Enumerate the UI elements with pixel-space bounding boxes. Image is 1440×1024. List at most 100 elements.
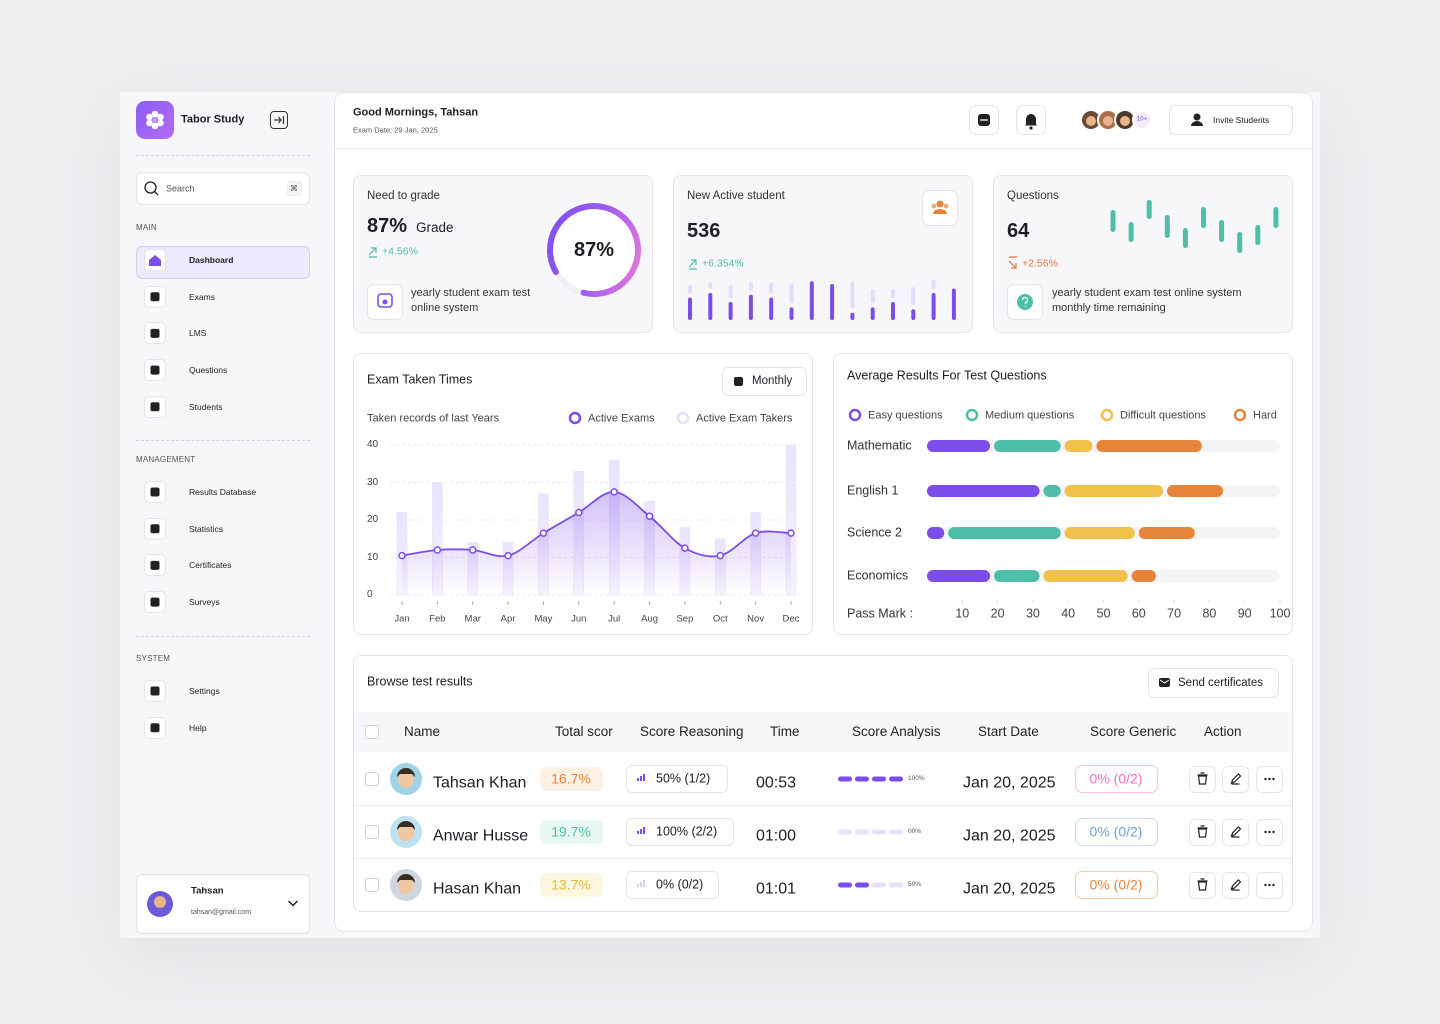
- nav-item[interactable]: Certificates: [189, 560, 232, 571]
- column-header: Start Date: [978, 723, 1039, 739]
- x-tick-label: 30: [1025, 606, 1040, 621]
- storage-button[interactable]: [969, 105, 999, 135]
- nav-item[interactable]: Dashboard: [189, 254, 234, 265]
- x-tick-label: 80: [1202, 606, 1217, 621]
- student-name: Tahsan Khan: [433, 774, 527, 792]
- more-button[interactable]: [1256, 819, 1283, 846]
- nav-icon-box: [144, 359, 166, 382]
- checkbox[interactable]: [365, 878, 379, 892]
- delete-button[interactable]: [1189, 766, 1216, 793]
- x-tick-label: Nov: [747, 613, 765, 625]
- nav-item[interactable]: Settings: [189, 685, 220, 696]
- more-avatars: 10+: [1136, 116, 1148, 123]
- checkbox[interactable]: [365, 725, 379, 739]
- x-tick-label: Dec: [782, 613, 800, 625]
- card-unit: Grade: [416, 219, 454, 235]
- divider: [136, 636, 310, 637]
- card-change: +6.354%: [702, 257, 744, 270]
- start-date: Jan 20, 2025: [963, 827, 1056, 845]
- table-header: [354, 712, 1292, 752]
- analysis-label: 100%: [908, 775, 925, 783]
- nav-icon-box: [144, 591, 166, 614]
- search-box[interactable]: [136, 172, 310, 205]
- more-button[interactable]: [1256, 872, 1283, 899]
- delete-button[interactable]: [1189, 819, 1216, 846]
- legend-label: Active Exams: [588, 412, 655, 425]
- user-email: tahsan@gmail.com: [191, 908, 252, 916]
- nav-icon-box: [144, 716, 166, 739]
- score-reasoning: 0% (0/2): [656, 877, 704, 892]
- nav-item[interactable]: Statistics: [189, 523, 224, 534]
- student-name: Anwar Husse: [433, 827, 529, 845]
- card-note: yearly student exam test online system m…: [1052, 287, 1242, 314]
- row-label: Economics: [847, 568, 909, 583]
- nav-icon-box: [144, 249, 166, 271]
- column-header: Time: [770, 723, 800, 739]
- user-card[interactable]: [136, 874, 310, 934]
- analysis-label: 50%: [908, 881, 922, 889]
- nav-item[interactable]: Results Database: [189, 486, 257, 497]
- send-label: Send certificates: [1178, 677, 1264, 690]
- x-tick-label: Oct: [712, 613, 728, 625]
- score-generic: 0% (0/2): [1089, 876, 1143, 893]
- delete-button[interactable]: [1189, 872, 1216, 899]
- exam-date: Exam Date: 29 Jan, 2025: [353, 125, 438, 135]
- total-score: 19.7%: [551, 823, 591, 840]
- nav-item[interactable]: Help: [189, 722, 207, 733]
- nav-item[interactable]: Students: [189, 401, 223, 412]
- invite-label: Invite Students: [1213, 114, 1270, 125]
- nav-icon-box: [144, 322, 166, 345]
- notification-button[interactable]: [1016, 105, 1046, 135]
- score-reasoning: 100% (2/2): [656, 824, 718, 839]
- nav-item[interactable]: LMS: [189, 328, 207, 339]
- x-tick-label: 10: [955, 606, 970, 621]
- shortcut-label: ⌘: [290, 184, 298, 194]
- card-change: +4.56%: [382, 245, 418, 258]
- y-tick-label: 20: [367, 514, 379, 525]
- column-header: Name: [404, 723, 441, 739]
- card-title: Questions: [1007, 190, 1059, 203]
- nav-item[interactable]: Questions: [189, 365, 228, 375]
- x-tick-label: Aug: [641, 613, 658, 625]
- edit-button[interactable]: [1222, 819, 1249, 846]
- legend-label: Medium questions: [985, 409, 1075, 422]
- row-divider: [354, 805, 1292, 806]
- brand-name: Tabor Study: [181, 113, 245, 126]
- score-generic: 0% (0/2): [1089, 770, 1143, 787]
- y-tick-label: 0: [367, 589, 373, 600]
- score-pill: [540, 767, 603, 791]
- nav-item[interactable]: Exams: [189, 291, 215, 302]
- checkbox[interactable]: [365, 825, 379, 839]
- row-label: Science 2: [847, 525, 902, 540]
- x-tick-label: 50: [1096, 606, 1111, 621]
- score-reasoning: 50% (1/2): [656, 771, 711, 786]
- collapse-button[interactable]: [270, 111, 288, 129]
- checkbox[interactable]: [365, 772, 379, 786]
- search-placeholder: Search: [166, 183, 195, 194]
- x-tick-label: 60: [1131, 606, 1146, 621]
- student-name: Hasan Khan: [433, 880, 522, 898]
- logo: [136, 101, 174, 139]
- nav-icon-box: [144, 395, 166, 418]
- x-tick-label: Jan: [394, 613, 410, 625]
- legend-label: Easy questions: [868, 409, 943, 422]
- total-score: 13.7%: [551, 876, 591, 893]
- edit-button[interactable]: [1222, 766, 1249, 793]
- x-tick-label: 70: [1167, 606, 1182, 621]
- section-title: SYSTEM: [136, 654, 171, 664]
- nav-item[interactable]: Surveys: [189, 597, 220, 607]
- x-tick-label: 40: [1061, 606, 1076, 621]
- invite-button[interactable]: [1169, 105, 1293, 135]
- more-button[interactable]: [1256, 766, 1283, 793]
- time: 01:00: [756, 827, 797, 845]
- column-header: Total scor: [555, 723, 613, 739]
- section-title: MANAGEMENT: [136, 455, 196, 465]
- edit-button[interactable]: [1222, 872, 1249, 899]
- start-date: Jan 20, 2025: [963, 774, 1056, 792]
- y-tick-label: 10: [367, 551, 379, 563]
- divider: [335, 148, 1312, 149]
- legend-label: Active Exam Takers: [696, 412, 793, 425]
- x-tick-label: Jul: [608, 613, 621, 625]
- card-note: yearly student exam test online system: [411, 287, 531, 314]
- score-pill: [540, 873, 603, 897]
